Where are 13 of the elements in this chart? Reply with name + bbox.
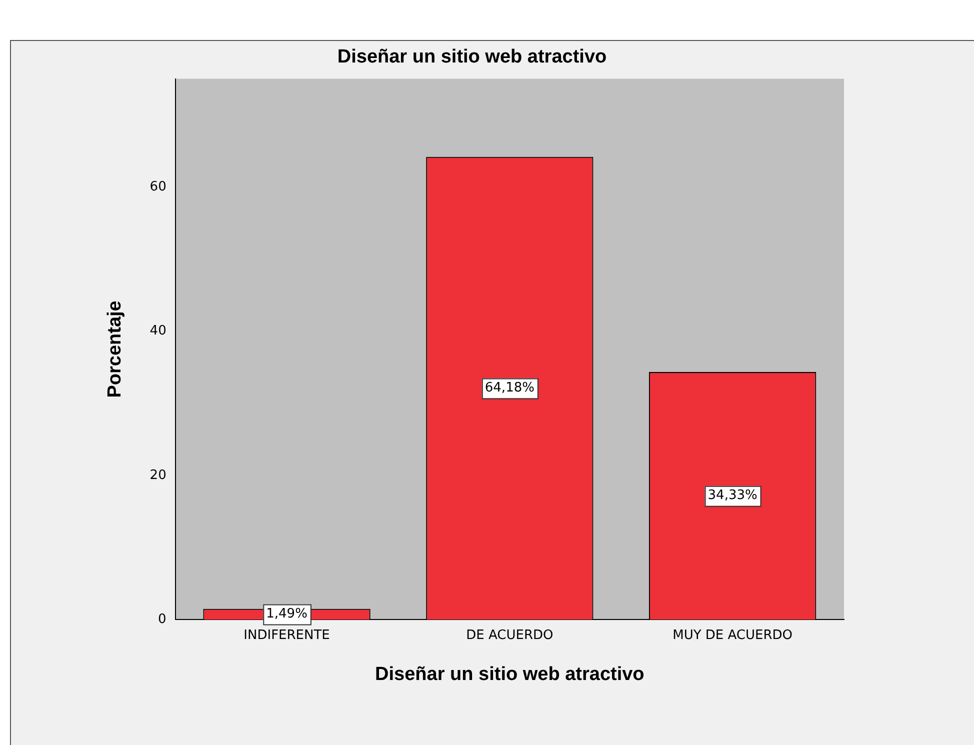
y-axis-title: Porcentaje xyxy=(104,300,126,398)
y-tick-label: 40 xyxy=(150,324,166,339)
chart-title: Diseñar un sitio web atractivo xyxy=(337,46,607,68)
y-tick-label: 0 xyxy=(158,612,166,627)
x-axis-title: Diseñar un sitio web atractivo xyxy=(375,664,644,685)
data-label: 34,33% xyxy=(708,488,758,504)
x-tick-label: DE ACUERDO xyxy=(466,628,554,643)
data-label: 1,49% xyxy=(266,606,308,622)
x-tick-label: INDIFERENTE xyxy=(244,628,330,643)
x-tick-label: MUY DE ACUERDO xyxy=(672,628,793,643)
y-tick-label: 60 xyxy=(150,179,166,194)
y-tick-label: 20 xyxy=(150,468,166,483)
data-label: 64,18% xyxy=(484,380,534,396)
